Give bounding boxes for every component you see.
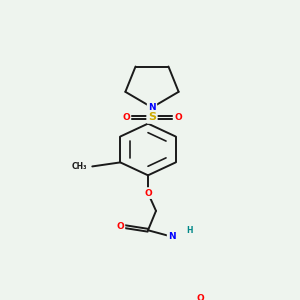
Text: CH₃: CH₃	[72, 162, 87, 171]
Text: N: N	[168, 232, 176, 241]
Text: O: O	[144, 189, 152, 198]
Text: O: O	[116, 222, 124, 231]
Text: O: O	[196, 294, 204, 300]
Text: O: O	[174, 112, 182, 122]
Text: S: S	[148, 112, 156, 122]
Text: O: O	[122, 112, 130, 122]
Text: H: H	[186, 226, 193, 235]
Text: N: N	[148, 103, 156, 112]
